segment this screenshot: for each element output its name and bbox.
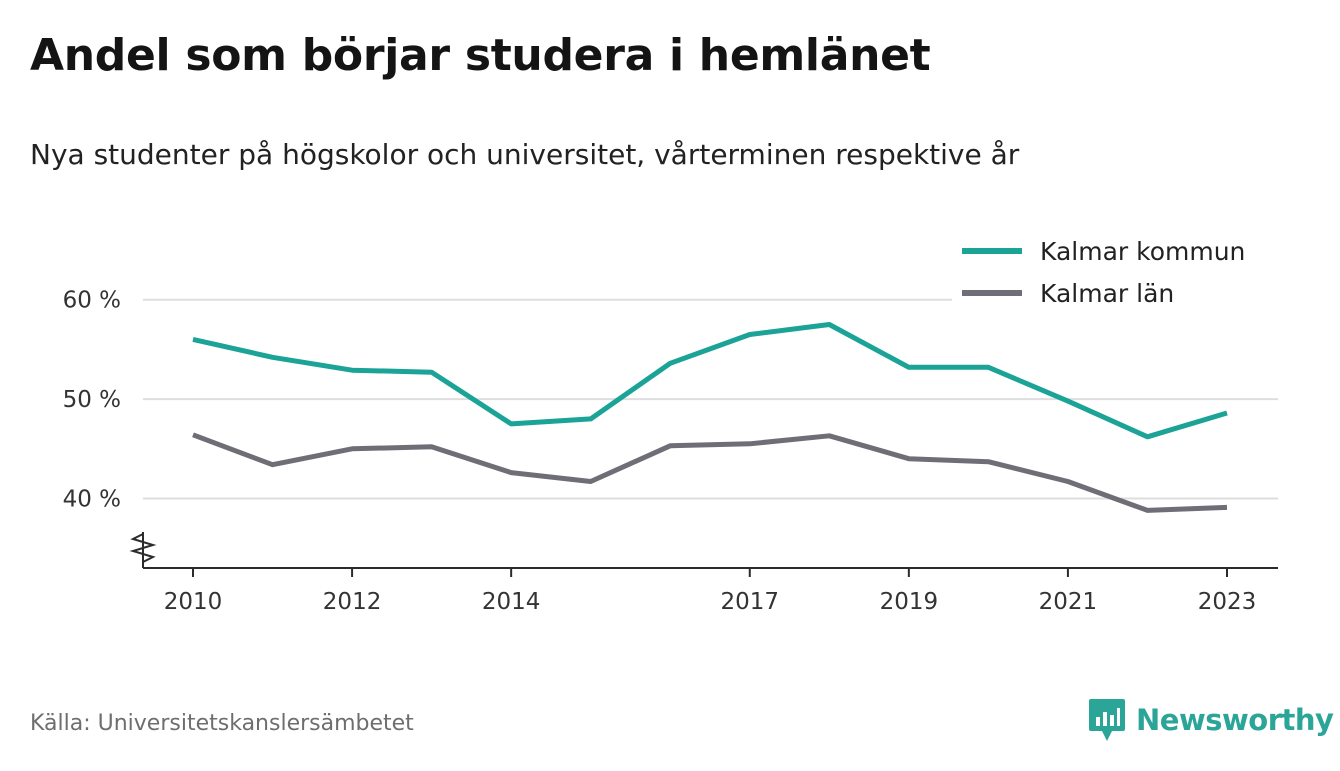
x-tick-label: 2023 <box>1198 589 1257 615</box>
chart-subtitle: Nya studenter på högskolor och universit… <box>30 138 1020 171</box>
axis-break-symbol <box>129 533 157 563</box>
legend-background <box>952 230 1280 316</box>
series-lines <box>192 322 1228 513</box>
series-line-kalmar-lan <box>192 432 1228 513</box>
legend-label: Kalmar kommun <box>1040 237 1245 266</box>
x-tick-label: 2017 <box>720 589 779 615</box>
legend: Kalmar kommun Kalmar län <box>952 230 1280 316</box>
brand-name: Newsworthy <box>1136 703 1334 737</box>
chart-title: Andel som börjar studera i hemlänet <box>30 30 931 81</box>
brand-logo: Newsworthy <box>1088 697 1334 743</box>
x-tick-label: 2021 <box>1039 589 1098 615</box>
gridlines <box>143 298 1278 500</box>
y-tick-label: 60 % <box>63 288 121 314</box>
series-line-kalmar-kommun <box>192 322 1228 440</box>
newsworthy-logo-icon <box>1089 699 1125 741</box>
axes: 40 % 50 % 60 % 2010 2012 2014 2017 2019 2021 2023 <box>63 288 1278 615</box>
x-tick-label: 2012 <box>323 589 382 615</box>
x-tick-label: 2014 <box>482 589 541 615</box>
y-tick-label: 40 % <box>63 486 121 512</box>
legend-label: Kalmar län <box>1040 279 1174 308</box>
x-tick-label: 2019 <box>880 589 939 615</box>
source-note: Källa: Universitetskanslersämbetet <box>30 711 414 736</box>
x-tick-label: 2010 <box>164 589 223 615</box>
y-tick-label: 50 % <box>63 387 121 413</box>
